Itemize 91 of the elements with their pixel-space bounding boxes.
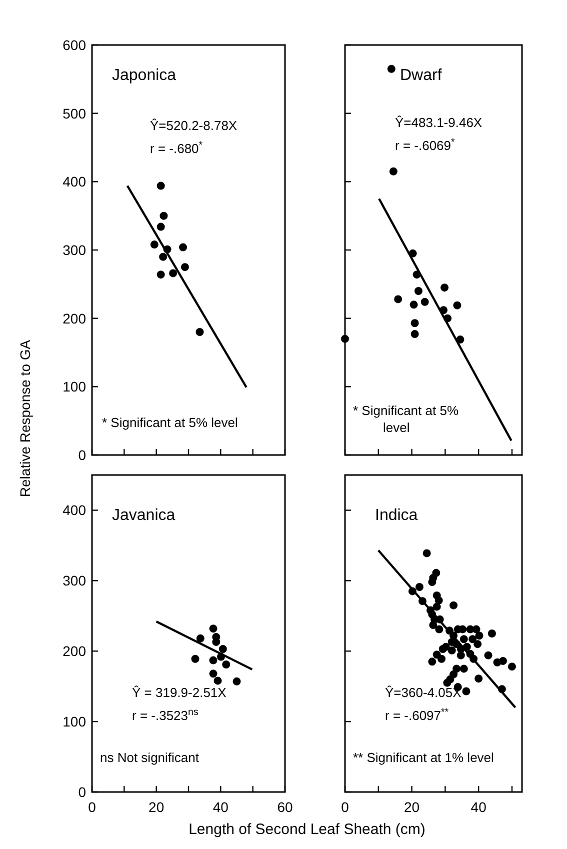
point bbox=[214, 676, 222, 685]
point bbox=[448, 646, 456, 654]
point bbox=[460, 664, 468, 673]
point bbox=[432, 602, 441, 611]
point bbox=[232, 677, 241, 686]
y-tick-label: 200 bbox=[62, 643, 86, 660]
point bbox=[218, 645, 227, 653]
point bbox=[420, 298, 429, 306]
point bbox=[422, 549, 431, 558]
point bbox=[484, 651, 492, 660]
point bbox=[179, 243, 188, 252]
x-tick-label: 40 bbox=[212, 799, 229, 815]
annotation: r = -.680$^{*}$ bbox=[150, 140, 203, 156]
point bbox=[196, 634, 204, 642]
y-tick-label: 100 bbox=[62, 378, 86, 395]
point bbox=[150, 240, 158, 249]
point bbox=[410, 300, 418, 309]
point bbox=[498, 656, 507, 665]
point bbox=[209, 670, 218, 678]
y-axis-title: Relative Response to GA bbox=[17, 339, 33, 498]
point bbox=[460, 635, 468, 644]
point bbox=[438, 654, 446, 663]
y-tick-label: 500 bbox=[62, 105, 86, 122]
x-tick-label: 20 bbox=[404, 799, 420, 815]
point bbox=[410, 330, 419, 338]
annotation: * Significant at 5% level bbox=[102, 415, 238, 430]
point bbox=[415, 583, 424, 592]
y-tick-label: 200 bbox=[62, 310, 86, 326]
point bbox=[429, 621, 438, 630]
point bbox=[341, 334, 349, 343]
x-tick-label: 40 bbox=[470, 799, 487, 815]
y-tick-label: 300 bbox=[62, 242, 86, 258]
y-tick-label: 400 bbox=[62, 174, 86, 190]
point bbox=[410, 319, 419, 328]
point bbox=[428, 658, 436, 666]
point bbox=[160, 212, 168, 220]
point bbox=[462, 687, 470, 696]
annotation: Ŷ = 319.9-2.51X bbox=[132, 685, 227, 700]
point bbox=[456, 651, 465, 660]
annotation: * Significant at 5% level bbox=[353, 403, 459, 435]
text: Dwarf bbox=[400, 67, 442, 84]
x-axis-title: Length of Second Leaf Sheath (cm) bbox=[188, 821, 426, 838]
y-tick-label: 600 bbox=[62, 37, 86, 53]
x-tick-label: 0 bbox=[341, 799, 350, 815]
point bbox=[428, 578, 436, 586]
point bbox=[196, 328, 204, 336]
point bbox=[453, 301, 462, 310]
annotation: ** Significant at 1% level bbox=[353, 750, 494, 765]
y-tick-label: 0 bbox=[78, 447, 86, 463]
point bbox=[389, 167, 398, 176]
x-tick-label: 60 bbox=[277, 799, 293, 815]
point bbox=[414, 287, 422, 295]
point bbox=[474, 640, 482, 648]
point bbox=[156, 182, 165, 190]
point bbox=[156, 270, 165, 279]
point bbox=[387, 64, 396, 73]
point bbox=[435, 625, 444, 634]
point bbox=[222, 660, 230, 668]
text: Javanica bbox=[112, 507, 176, 524]
annotation: r = -.6097$^{**}$ bbox=[385, 706, 449, 723]
annotation: ns Not significant bbox=[100, 750, 200, 765]
point bbox=[440, 284, 449, 292]
text: Japonica bbox=[112, 67, 176, 84]
annotation: r = -.3523$^{ns}$ bbox=[132, 706, 198, 723]
point bbox=[209, 656, 218, 664]
annotation: r = -.6069$^{*}$ bbox=[395, 136, 456, 153]
point bbox=[450, 601, 458, 610]
y-tick-label: 300 bbox=[62, 572, 86, 589]
point bbox=[472, 625, 480, 634]
point bbox=[468, 635, 477, 644]
point bbox=[508, 662, 516, 671]
point bbox=[209, 624, 218, 633]
y-tick-label: 100 bbox=[62, 714, 86, 730]
point bbox=[159, 252, 168, 261]
y-tick-label: 0 bbox=[78, 784, 86, 800]
text: Indica bbox=[375, 507, 418, 524]
point bbox=[169, 269, 178, 278]
point bbox=[434, 596, 443, 604]
point bbox=[475, 632, 484, 640]
annotation: Ŷ=483.1-9.46X bbox=[395, 115, 482, 130]
annotation: Ŷ=520.2-8.78X bbox=[150, 118, 238, 133]
point bbox=[156, 222, 165, 231]
point bbox=[438, 645, 447, 653]
point bbox=[180, 263, 189, 272]
point bbox=[191, 654, 200, 663]
point bbox=[394, 295, 402, 304]
point bbox=[474, 674, 483, 683]
x-tick-label: 20 bbox=[148, 799, 164, 815]
point bbox=[488, 630, 496, 638]
x-tick-label: 0 bbox=[88, 799, 96, 815]
y-tick-label: 400 bbox=[62, 502, 86, 518]
